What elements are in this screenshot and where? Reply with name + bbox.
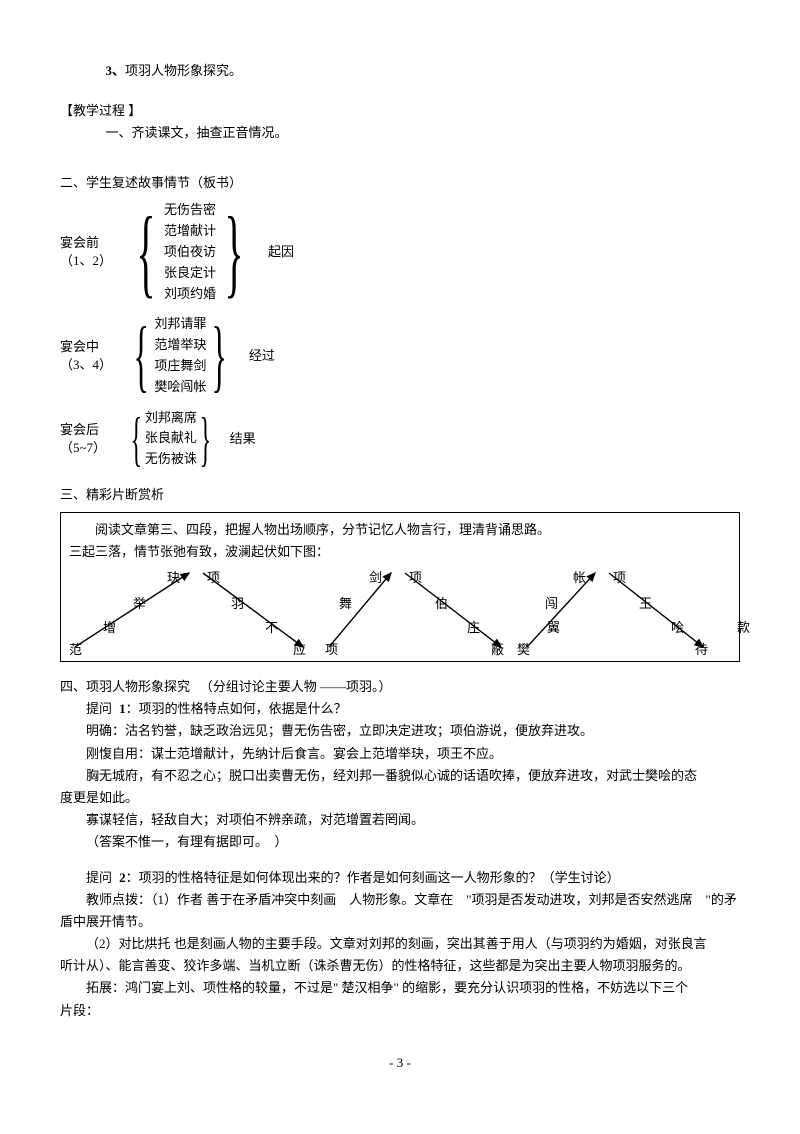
- zigzag-label: 帐: [573, 567, 586, 589]
- brace-left: {: [136, 207, 155, 297]
- q1-line: 提问 1：项羽的性格特点如何，依据是什么？: [60, 698, 740, 720]
- teacher-c2: 片段：: [60, 1000, 740, 1022]
- step-4-line: 四、项羽人物形象探究 （分组讨论主要人物 ——项羽。）: [60, 676, 740, 698]
- zigzag-label: 羽: [231, 593, 244, 615]
- box-line-1: 阅读文章第三、四段，把握人物出场顺序，分节记忆人物言行，理清背诵思路。: [69, 519, 731, 541]
- brace-item: 无伤被诛: [145, 449, 197, 470]
- zigzag-label: 增: [103, 617, 116, 639]
- brace-result: 经过: [249, 345, 275, 367]
- brace-item: 刘邦离席: [145, 408, 197, 429]
- ans1-c1: 胸无城府，有不忍之心；脱口出卖曹无伤，经刘邦一番貌似心诚的话语吹捧，便放弃进攻，…: [60, 765, 740, 787]
- teacher-a1: 教师点拨：（1）作者 善于在矛盾冲突中刻画 人物形象。文章在 "项羽是否发动进攻…: [60, 889, 740, 911]
- brace-item: 范增献计: [164, 221, 216, 242]
- brace-items: 无伤告密范增献计项伯夜访张良定计刘项约婚: [162, 200, 218, 304]
- brace-item: 范增举玦: [154, 335, 206, 356]
- ans1-e: （答案不惟一，有理有据即可。 ）: [60, 831, 740, 853]
- step-4-sub: （分组讨论主要人物 ——项羽。）: [200, 679, 392, 694]
- zigzag-label: 舞: [339, 593, 352, 615]
- zigzag-label: 项: [325, 639, 338, 661]
- brace-item: 刘邦请罪: [154, 314, 206, 335]
- zigzag-label: 项: [207, 567, 220, 589]
- zigzag-label: 范: [69, 639, 82, 661]
- brace-label: 宴会后（5~7）: [60, 421, 130, 457]
- q2-label: 提问: [86, 870, 112, 885]
- brace-block: 宴会后（5~7）{刘邦离席张良献礼无伤被诛} 结果: [60, 408, 740, 470]
- heading-num: 3、: [106, 63, 126, 78]
- brace-left: {: [131, 412, 143, 466]
- brace-item: 无伤告密: [164, 200, 216, 221]
- brace-items: 刘邦离席张良献礼无伤被诛: [143, 408, 199, 470]
- zigzag-diagram: 玦项举羽增不范应剑项舞伯庄项蔽樊帐项闯王翼哙待款: [69, 567, 731, 657]
- brace-right: }: [199, 412, 211, 466]
- zigzag-label: 待: [695, 639, 708, 661]
- zigzag-label: 应: [293, 639, 306, 661]
- process-label: 【教学过程 】: [60, 100, 740, 122]
- brace-item: 张良定计: [164, 263, 216, 284]
- teacher-b1: （2）对比烘托 也是刻画人物的主要手段。文章对刘邦的刻画，突出其善于用人（与项羽…: [60, 933, 740, 955]
- q1-label: 提问: [86, 701, 112, 716]
- zigzag-label: 闯: [545, 593, 558, 615]
- teacher-b2: 听计从）、能言善变、狡诈多端、当机立断（诛杀曹无伤）的性格特征，这些都是为突出主…: [60, 955, 740, 977]
- ans1-c2: 度更是如此。: [60, 787, 740, 809]
- brace-label: 宴会中（3、4）: [60, 338, 130, 374]
- step-3-title: 三、精彩片断赏析: [60, 484, 740, 506]
- zigzag-label: 庄: [467, 617, 480, 639]
- ans1-a: 明确：沽名钓誉，缺乏政治远见；曹无伤告密，立即决定进攻；项伯游说，便放弃进攻。: [60, 720, 740, 742]
- q2-text: ：项羽的性格特征是如何体现出来的？作者是如何刻画这一人物形象的？（学生讨论）: [126, 870, 620, 885]
- ans1-b: 刚愎自用：谋士范增献计，先纳计后食言。宴会上范增举玦，项王不应。: [60, 743, 740, 765]
- brace-block: 宴会前（1、2）{无伤告密范增献计项伯夜访张良定计刘项约婚}起因: [60, 200, 740, 304]
- zigzag-label: 剑: [369, 567, 382, 589]
- brace-left: {: [134, 320, 149, 392]
- heading-text: 项羽人物形象探究。: [125, 63, 242, 78]
- q1-text: ：项羽的性格特点如何，依据是什么？: [126, 701, 347, 716]
- zigzag-label: 樊: [517, 639, 530, 661]
- q2-line: 提问 2：项羽的性格特征是如何体现出来的？作者是如何刻画这一人物形象的？（学生讨…: [60, 867, 740, 889]
- brace-result: 起因: [268, 241, 294, 263]
- zigzag-label: 王: [639, 593, 652, 615]
- zigzag-label: 玦: [167, 567, 180, 589]
- zigzag-label: 举: [133, 593, 146, 615]
- brace-item: 樊哙闯帐: [154, 377, 206, 398]
- zigzag-label: 项: [409, 567, 422, 589]
- brace-right: }: [212, 320, 227, 392]
- zigzag-label: 不: [265, 617, 278, 639]
- zigzag-label: 伯: [435, 593, 448, 615]
- zigzag-label: 哙: [671, 617, 684, 639]
- brace-result: 结果: [230, 428, 256, 450]
- brace-right: }: [224, 207, 243, 297]
- heading-line: 3、项羽人物形象探究。: [106, 60, 741, 82]
- analysis-box: 阅读文章第三、四段，把握人物出场顺序，分节记忆人物言行，理清背诵思路。 三起三落…: [60, 512, 740, 662]
- brace-label: 宴会前（1、2）: [60, 234, 130, 270]
- step-2-title: 二、学生复述故事情节（板书）: [60, 172, 740, 194]
- zigzag-label: 款: [737, 617, 750, 639]
- teacher-c1: 拓展：鸿门宴上刘、项性格的较量，不过是" 楚汉相争" 的缩影，要充分认识项羽的性…: [60, 977, 740, 999]
- brace-block: 宴会中（3、4）{刘邦请罪范增举玦项庄舞剑樊哙闯帐} 经过: [60, 314, 740, 397]
- brace-item: 刘项约婚: [164, 284, 216, 305]
- brace-items: 刘邦请罪范增举玦项庄舞剑樊哙闯帐: [152, 314, 208, 397]
- zigzag-label: 项: [613, 567, 626, 589]
- zigzag-label: 翼: [547, 617, 560, 639]
- brace-item: 项庄舞剑: [154, 356, 206, 377]
- step-1: 一、齐读课文，抽查正音情况。: [106, 122, 741, 144]
- page-number: - 3 -: [60, 1052, 740, 1074]
- box-line-2: 三起三落，情节张弛有致，波澜起伏如下图：: [69, 541, 731, 563]
- brace-item: 项伯夜访: [164, 242, 216, 263]
- zigzag-label: 蔽: [491, 639, 504, 661]
- brace-item: 张良献礼: [145, 428, 197, 449]
- ans1-d: 寡谋轻信，轻敌自大；对项伯不辨亲疏，对范增置若罔闻。: [60, 809, 740, 831]
- step-4-title: 四、项羽人物形象探究: [60, 679, 190, 694]
- teacher-a2: 盾中展开情节。: [60, 911, 740, 933]
